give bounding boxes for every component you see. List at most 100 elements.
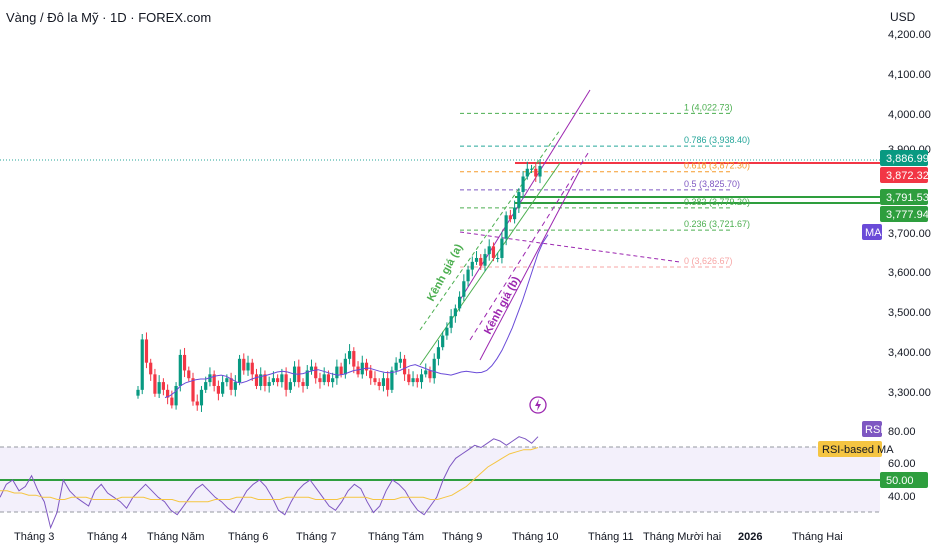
candle-body[interactable] xyxy=(428,370,432,379)
candle-body[interactable] xyxy=(458,296,462,309)
candle-body[interactable] xyxy=(390,370,394,390)
candle-body[interactable] xyxy=(352,351,356,367)
candle-body[interactable] xyxy=(343,358,347,375)
candle-body[interactable] xyxy=(381,378,386,386)
candle-body[interactable] xyxy=(153,374,157,394)
candle-body[interactable] xyxy=(157,382,161,394)
candle-body[interactable] xyxy=(441,335,445,348)
candle-body[interactable] xyxy=(140,339,144,390)
candle-body[interactable] xyxy=(271,378,276,383)
candle-body[interactable] xyxy=(474,257,479,262)
candle-body[interactable] xyxy=(305,370,309,386)
candle-body[interactable] xyxy=(402,358,407,375)
candle-body[interactable] xyxy=(178,354,182,386)
candle-body[interactable] xyxy=(250,362,254,375)
candle-body[interactable] xyxy=(267,382,271,386)
candle-body[interactable] xyxy=(504,215,508,239)
candle-body[interactable] xyxy=(347,351,352,359)
candle-body[interactable] xyxy=(432,358,436,379)
candle-body[interactable] xyxy=(216,385,220,394)
candle-body[interactable] xyxy=(538,166,542,177)
candle-body[interactable] xyxy=(339,366,343,375)
candle-body[interactable] xyxy=(407,374,411,383)
candle-body[interactable] xyxy=(445,327,449,336)
candle-body[interactable] xyxy=(529,168,534,170)
candle-body[interactable] xyxy=(314,366,318,379)
candle-body[interactable] xyxy=(487,246,491,255)
candle-body[interactable] xyxy=(246,362,250,371)
candle-body[interactable] xyxy=(174,385,178,406)
ma-badge[interactable] xyxy=(862,224,882,240)
candle-body[interactable] xyxy=(166,389,170,398)
candle-body[interactable] xyxy=(225,378,229,383)
candle-body[interactable] xyxy=(508,215,512,220)
candle-body[interactable] xyxy=(479,257,483,266)
candle-body[interactable] xyxy=(280,374,284,383)
candle-body[interactable] xyxy=(237,358,242,383)
candle-body[interactable] xyxy=(398,358,402,363)
candle-body[interactable] xyxy=(191,378,195,402)
candle-body[interactable] xyxy=(415,378,419,383)
candle-body[interactable] xyxy=(212,374,216,386)
candle-body[interactable] xyxy=(466,269,470,282)
candle-body[interactable] xyxy=(436,347,441,359)
candle-body[interactable] xyxy=(229,378,233,390)
candle-body[interactable] xyxy=(170,397,174,406)
candle-body[interactable] xyxy=(453,308,457,317)
candle-body[interactable] xyxy=(149,362,153,375)
event-marker[interactable] xyxy=(529,396,547,414)
candle-body[interactable] xyxy=(411,378,415,383)
candle-body[interactable] xyxy=(161,382,165,390)
candle-body[interactable] xyxy=(276,378,280,383)
candle-body[interactable] xyxy=(144,339,149,363)
candle-body[interactable] xyxy=(394,362,398,371)
candle-body[interactable] xyxy=(187,370,191,379)
fibonacci-retracement[interactable]: 1 (4,022.73) 0.786 (3,938.40) 0.618 (3,872… xyxy=(460,102,750,268)
rsi-badge[interactable] xyxy=(862,421,882,437)
candle-body[interactable] xyxy=(373,378,377,383)
candle-body[interactable] xyxy=(386,378,390,390)
candle-body[interactable] xyxy=(419,374,424,383)
candle-body[interactable] xyxy=(356,366,360,375)
candle-body[interactable] xyxy=(525,168,529,177)
candle-body[interactable] xyxy=(284,374,288,390)
candle-body[interactable] xyxy=(491,246,496,258)
candle-body[interactable] xyxy=(521,176,525,193)
candle-body[interactable] xyxy=(318,378,322,383)
candle-body[interactable] xyxy=(483,254,487,266)
candle-body[interactable] xyxy=(534,168,538,177)
candle-body[interactable] xyxy=(369,370,373,379)
candle-body[interactable] xyxy=(377,382,381,386)
candle-body[interactable] xyxy=(424,370,428,375)
candle-body[interactable] xyxy=(242,358,246,371)
candle-body[interactable] xyxy=(470,261,474,270)
candle-body[interactable] xyxy=(496,257,500,259)
candle-body[interactable] xyxy=(331,378,335,383)
candle-body[interactable] xyxy=(233,382,237,390)
rsi-ma-badge[interactable] xyxy=(818,441,882,457)
candle-body[interactable] xyxy=(221,382,225,394)
candle-body[interactable] xyxy=(513,207,517,220)
candle-body[interactable] xyxy=(301,382,305,386)
candle-body[interactable] xyxy=(204,382,208,390)
candle-body[interactable] xyxy=(182,354,187,371)
candle-body[interactable] xyxy=(322,374,326,383)
candle-body[interactable] xyxy=(136,389,140,396)
candle-body[interactable] xyxy=(462,281,466,297)
candle-body[interactable] xyxy=(259,374,263,386)
candle-body[interactable] xyxy=(195,401,199,406)
candle-body[interactable] xyxy=(326,374,331,383)
candle-body[interactable] xyxy=(288,382,292,390)
candle-body[interactable] xyxy=(309,366,314,371)
candle-body[interactable] xyxy=(364,362,369,371)
candle-body[interactable] xyxy=(199,389,204,406)
candle-body[interactable] xyxy=(500,238,504,258)
candles[interactable] xyxy=(136,159,542,412)
candle-body[interactable] xyxy=(263,374,267,386)
candle-body[interactable] xyxy=(449,316,453,328)
candle-body[interactable] xyxy=(517,192,521,208)
time-axis[interactable]: Tháng 3 Tháng 4 Tháng Năm Tháng 6 Tháng … xyxy=(14,531,843,543)
candle-body[interactable] xyxy=(254,374,259,386)
candle-body[interactable] xyxy=(335,366,339,379)
